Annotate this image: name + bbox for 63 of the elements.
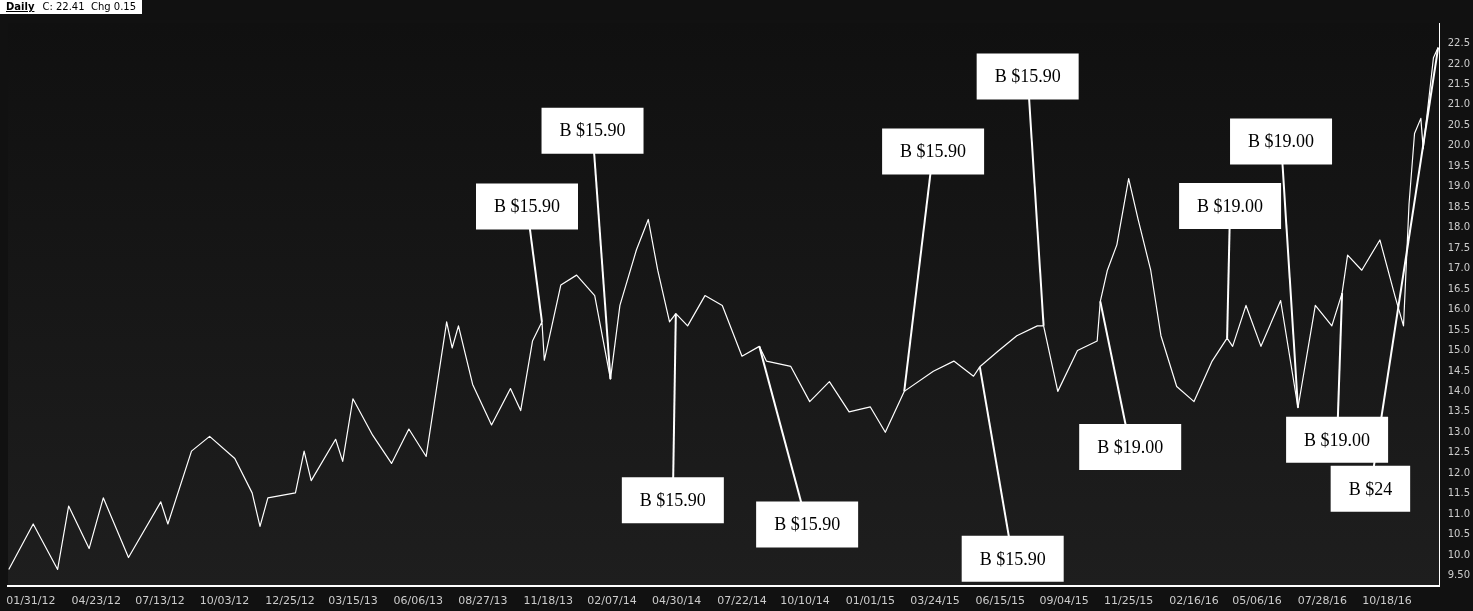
x-tick-label: 04/23/12 <box>71 594 121 608</box>
y-tick-label: 19.0 <box>1447 180 1470 192</box>
y-tick-label: 11.5 <box>1447 487 1470 499</box>
y-tick-label: 17.0 <box>1447 262 1470 274</box>
y-tick-label: 10.0 <box>1447 548 1470 560</box>
x-tick-label: 07/28/16 <box>1297 594 1348 608</box>
annotation: B $15.90 <box>559 120 626 141</box>
y-tick-label: 10.5 <box>1447 528 1470 540</box>
annotation: B $15.90 <box>994 66 1061 87</box>
y-tick-label: 21.5 <box>1447 77 1470 89</box>
x-tick-label: 02/16/16 <box>1169 594 1219 608</box>
x-tick-label: 11/25/15 <box>1103 594 1154 608</box>
y-tick-label: 16.0 <box>1447 303 1470 315</box>
x-tick-label: 10/10/14 <box>780 594 830 608</box>
x-tick-label: 10/03/12 <box>199 594 250 608</box>
y-tick-label: 14.0 <box>1447 384 1470 396</box>
y-tick-label: 20.5 <box>1447 118 1470 130</box>
annotation: B $15.90 <box>774 514 841 535</box>
y-tick-label: 9.50 <box>1447 569 1470 581</box>
y-tick-label: 12.5 <box>1447 446 1470 458</box>
y-tick-label: 22.5 <box>1447 37 1470 49</box>
y-tick-label: 18.0 <box>1447 221 1470 233</box>
x-tick-label: 09/04/15 <box>1039 594 1089 608</box>
y-tick-label: 14.5 <box>1447 364 1470 376</box>
y-tick-label: 12.0 <box>1447 466 1470 478</box>
annotation: B $19.00 <box>1248 131 1315 152</box>
y-tick-label: 21.0 <box>1447 98 1470 110</box>
annotation: B $15.90 <box>493 196 561 217</box>
annotation: B $19.00 <box>1304 429 1371 450</box>
y-tick-label: 15.5 <box>1447 323 1470 335</box>
x-tick-label: 06/15/15 <box>975 594 1025 608</box>
x-tick-label: 01/31/12 <box>6 594 56 608</box>
x-tick-label: 10/18/16 <box>1362 594 1412 608</box>
y-tick-label: 19.5 <box>1447 159 1470 171</box>
x-tick-label: 07/13/12 <box>135 594 185 608</box>
annotation: B $15.90 <box>979 548 1046 569</box>
x-tick-label: 02/07/14 <box>587 594 637 608</box>
x-tick-label: 08/27/13 <box>458 594 508 608</box>
y-tick-label: 22.0 <box>1447 57 1470 69</box>
annotation: B $24 <box>1348 478 1393 499</box>
x-tick-label: 03/24/15 <box>910 594 960 608</box>
x-tick-label: 07/22/14 <box>717 594 767 608</box>
y-tick-label: 16.5 <box>1447 282 1470 294</box>
x-tick-label: 06/06/13 <box>393 594 444 608</box>
x-tick-label: 03/15/13 <box>328 594 378 608</box>
chart-subtitle: C: 22.41 Chg 0.15 <box>42 0 137 14</box>
y-tick-label: 13.0 <box>1447 425 1470 437</box>
chart-title: Daily <box>6 0 35 14</box>
x-tick-label: 05/06/16 <box>1232 594 1282 608</box>
x-tick-label: 01/01/15 <box>845 594 896 608</box>
y-tick-label: 17.5 <box>1447 241 1470 253</box>
y-tick-label: 15.0 <box>1447 344 1470 356</box>
annotation: B $19.00 <box>1197 195 1264 216</box>
y-tick-label: 11.0 <box>1447 507 1470 519</box>
x-tick-label: 11/18/13 <box>523 594 573 608</box>
y-tick-label: 20.0 <box>1447 139 1470 151</box>
annotation: B $15.90 <box>900 141 967 162</box>
annotation: B $19.00 <box>1097 436 1164 457</box>
x-tick-label: 04/30/14 <box>651 594 702 608</box>
annotation: B $15.90 <box>639 489 706 510</box>
y-tick-label: 18.5 <box>1447 200 1470 212</box>
x-tick-label: 12/25/12 <box>265 594 315 608</box>
y-tick-label: 13.5 <box>1447 405 1470 417</box>
